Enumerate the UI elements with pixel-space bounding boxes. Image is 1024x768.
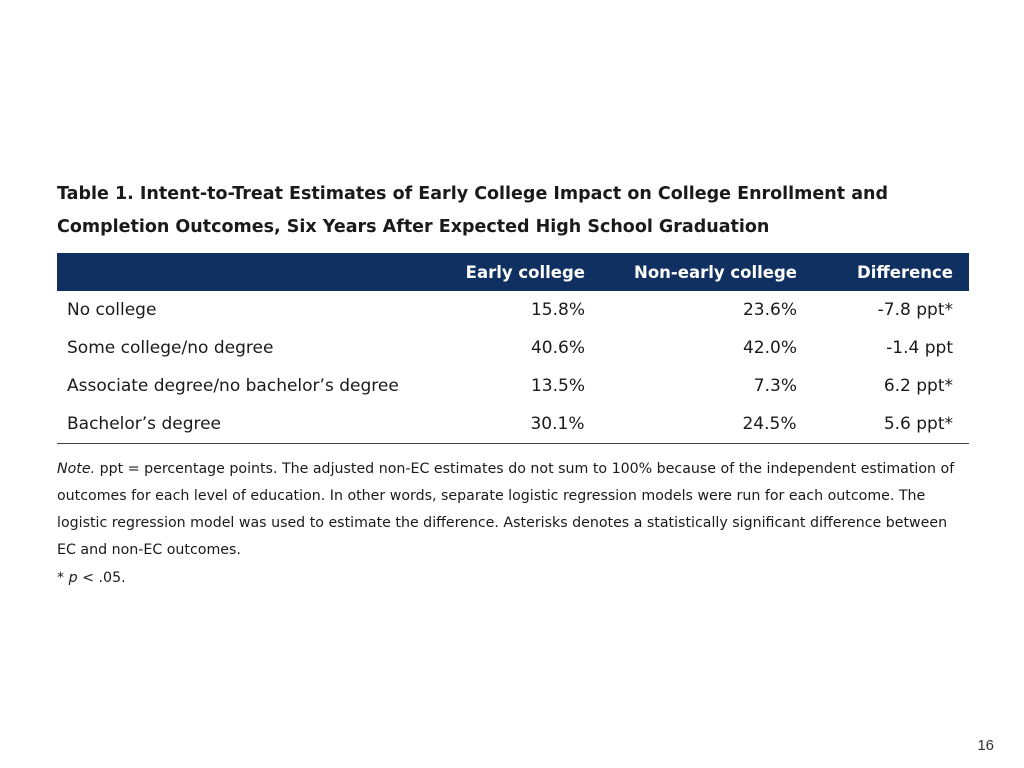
row-label: Associate degree/no bachelor’s degree [67,376,399,396]
page-number: 16 [977,737,994,754]
table-header-row: Early college Non-early college Differen… [57,253,969,291]
table-row: Associate degree/no bachelor’s degree 13… [57,367,969,405]
table-title-line-1: Table 1. Intent-to-Treat Estimates of Ea… [57,184,888,204]
significance-prefix: * [57,570,69,586]
table-row: Some college/no degree 40.6% 42.0% -1.4 … [57,329,969,367]
table-row: Bachelor’s degree 30.1% 24.5% 5.6 ppt* [57,405,969,444]
table-title-line-2: Completion Outcomes, Six Years After Exp… [57,217,770,237]
cell-difference: -1.4 ppt [886,338,953,358]
row-label: Bachelor’s degree [57,405,437,444]
cell-early-college: 30.1% [436,405,601,444]
cell-early-college: 15.8% [530,300,585,320]
header-difference: Difference [857,262,953,282]
cell-non-early-college: 23.6% [742,300,797,320]
cell-early-college: 40.6% [530,338,585,358]
row-label: No college [67,300,157,320]
cell-early-college: 13.5% [530,376,585,396]
cell-non-early-college: 42.0% [742,338,797,358]
table-title: Table 1. Intent-to-Treat Estimates of Ea… [57,178,987,244]
header-non-early-college: Non-early college [634,262,797,282]
cell-difference: -7.8 ppt* [877,300,953,320]
cell-non-early-college: 24.5% [600,405,813,444]
cell-non-early-college: 7.3% [753,376,797,396]
significance-suffix: < .05. [77,570,126,586]
cell-difference: 5.6 ppt* [812,405,969,444]
significance-p: p [68,570,78,586]
significance-footnote: * p < .05. [57,565,126,592]
cell-difference: 6.2 ppt* [883,376,953,396]
header-stub [57,253,437,291]
table-note: Note. ppt = percentage points. The adjus… [57,456,967,564]
results-table: Early college Non-early college Differen… [57,253,969,444]
note-label: Note. [57,461,96,477]
header-early-college: Early college [465,262,585,282]
table-row: No college 15.8% 23.6% -7.8 ppt* [57,291,969,329]
note-text: ppt = percentage points. The adjusted no… [57,461,955,558]
row-label: Some college/no degree [67,338,274,358]
